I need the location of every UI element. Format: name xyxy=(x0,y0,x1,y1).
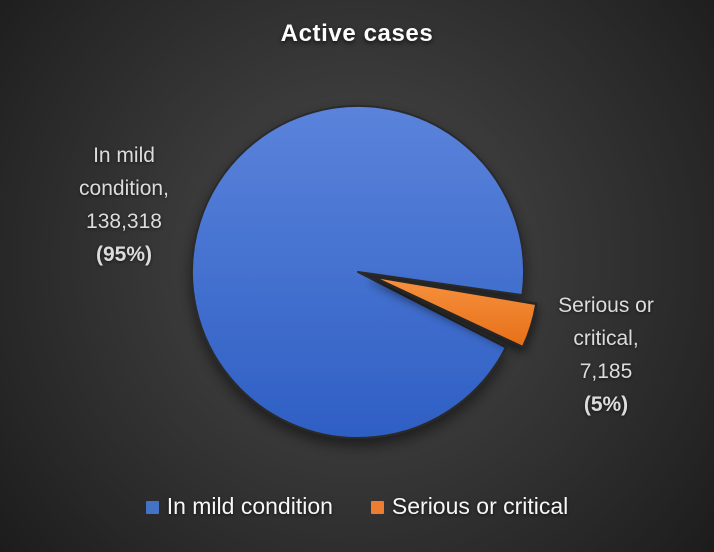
chart-title: Active cases xyxy=(280,20,434,47)
pie-slice-serious[interactable] xyxy=(370,274,538,349)
legend-swatch-serious-icon xyxy=(370,501,384,514)
legend: In mild condition Serious or critical xyxy=(0,493,714,520)
data-label-serious: Serious or critical, 7,185 (5%) xyxy=(530,289,682,421)
legend-item-mild[interactable]: In mild condition xyxy=(145,493,333,520)
legend-swatch-mild-icon xyxy=(145,501,159,514)
data-label-mild-text: In mild condition, 138,318 xyxy=(79,144,169,233)
legend-item-serious[interactable]: Serious or critical xyxy=(370,493,569,520)
legend-label-serious: Serious or critical xyxy=(391,493,569,519)
pie-slice-mild[interactable] xyxy=(191,105,526,439)
data-label-serious-percent: (5%) xyxy=(583,393,629,416)
data-label-serious-text: Serious or critical, 7,185 xyxy=(558,294,654,383)
legend-label-mild: In mild condition xyxy=(166,493,333,519)
data-label-mild: In mild condition, 138,318 (95%) xyxy=(40,139,208,271)
data-label-mild-percent: (95%) xyxy=(95,243,153,266)
